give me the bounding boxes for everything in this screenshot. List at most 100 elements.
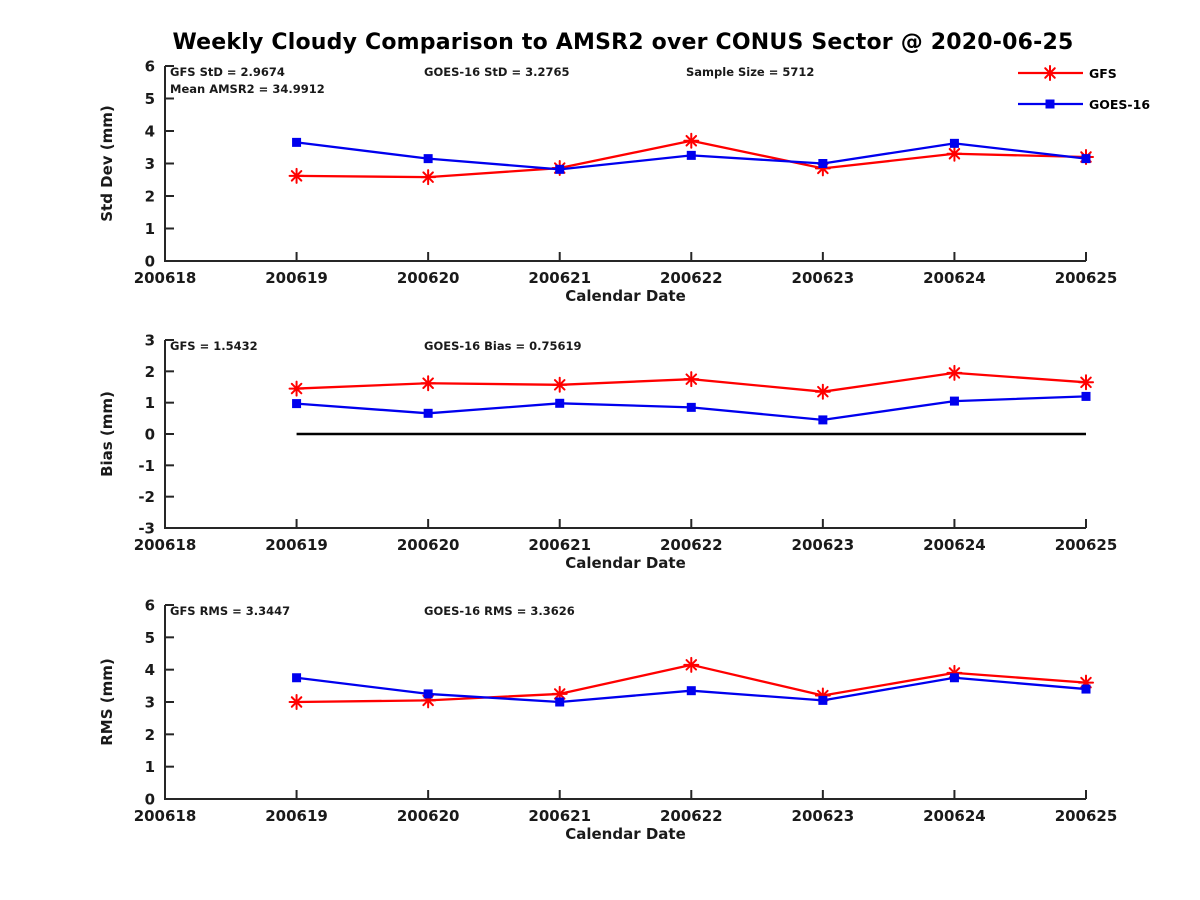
annotation-text: GFS RMS = 3.3447 bbox=[170, 604, 290, 618]
x-axis-label: Calendar Date bbox=[565, 554, 686, 572]
x-tick-label: 200619 bbox=[265, 807, 328, 825]
y-tick-label: 5 bbox=[145, 629, 155, 647]
x-tick-label: 200622 bbox=[660, 269, 723, 287]
x-tick-label: 200621 bbox=[528, 536, 591, 554]
asterisk-marker bbox=[946, 145, 963, 162]
x-tick-label: 200619 bbox=[265, 536, 328, 554]
x-tick-label: 200624 bbox=[923, 536, 986, 554]
x-tick-label: 200624 bbox=[923, 269, 986, 287]
y-tick-label: 3 bbox=[145, 332, 155, 350]
square-marker bbox=[423, 689, 433, 699]
legend-label-gfs: GFS bbox=[1089, 66, 1117, 81]
square-marker bbox=[292, 137, 302, 147]
x-tick-label: 200620 bbox=[397, 807, 460, 825]
x-tick-label: 200618 bbox=[134, 807, 197, 825]
square-marker bbox=[949, 396, 959, 406]
annotation-text: GFS = 1.5432 bbox=[170, 339, 258, 353]
square-marker bbox=[818, 695, 828, 705]
x-tick-label: 200622 bbox=[660, 536, 723, 554]
y-axis-label: Std Dev (mm) bbox=[98, 105, 116, 222]
x-axis-label: Calendar Date bbox=[565, 287, 686, 305]
y-tick-label: 0 bbox=[145, 791, 155, 809]
legend-label-goes16: GOES-16 bbox=[1089, 97, 1150, 112]
x-tick-label: 200621 bbox=[528, 269, 591, 287]
legend: GFS GOES-16 bbox=[1018, 65, 1150, 112]
subplot-rms: 0 1 2 3 4 5 6 200618 200619 200620 200621 200622 200… bbox=[98, 597, 1117, 844]
y-tick-label: 5 bbox=[145, 90, 155, 108]
asterisk-marker bbox=[683, 371, 700, 388]
annotation-text: GOES-16 StD = 3.2765 bbox=[424, 65, 569, 79]
x-tick-label: 200620 bbox=[397, 269, 460, 287]
subplot-bias: -3 -2 -1 0 1 2 3 200618 200619 200620 200621 200622… bbox=[98, 332, 1117, 573]
x-tick-label: 200619 bbox=[265, 269, 328, 287]
x-tick-label: 200622 bbox=[660, 807, 723, 825]
asterisk-marker bbox=[683, 132, 700, 149]
asterisk-marker bbox=[420, 375, 437, 392]
asterisk-marker bbox=[814, 383, 831, 400]
x-axis-label: Calendar Date bbox=[565, 825, 686, 843]
square-marker bbox=[1045, 99, 1055, 109]
square-marker bbox=[686, 402, 696, 412]
y-axis-label: RMS (mm) bbox=[98, 658, 116, 745]
y-tick-label: 0 bbox=[145, 253, 155, 271]
square-marker bbox=[686, 150, 696, 160]
y-tick-label: 3 bbox=[145, 694, 155, 712]
square-marker bbox=[555, 697, 565, 707]
y-tick-label: 1 bbox=[145, 220, 155, 238]
x-tick-label: 200618 bbox=[134, 269, 197, 287]
asterisk-marker bbox=[420, 169, 437, 186]
goes16-markers bbox=[292, 673, 1091, 707]
x-tick-label: 200618 bbox=[134, 536, 197, 554]
annotation-text: GOES-16 Bias = 0.75619 bbox=[424, 339, 581, 353]
asterisk-marker bbox=[683, 656, 700, 673]
square-marker bbox=[555, 398, 565, 408]
x-tick-label: 200620 bbox=[397, 536, 460, 554]
square-marker bbox=[949, 673, 959, 683]
x-tick-label: 200623 bbox=[792, 269, 855, 287]
x-tick-label: 200621 bbox=[528, 807, 591, 825]
square-marker bbox=[423, 154, 433, 164]
y-tick-label: 1 bbox=[145, 394, 155, 412]
y-axis-label: Bias (mm) bbox=[98, 391, 116, 477]
square-marker bbox=[423, 408, 433, 418]
annotation-text: GFS StD = 2.9674 bbox=[170, 65, 285, 79]
y-tick-label: -3 bbox=[138, 520, 155, 538]
y-tick-label: -2 bbox=[138, 488, 155, 506]
y-tick-label: 4 bbox=[145, 123, 155, 141]
square-marker bbox=[1081, 154, 1091, 164]
square-marker bbox=[818, 159, 828, 168]
square-marker bbox=[555, 164, 565, 174]
chart-title: Weekly Cloudy Comparison to AMSR2 over C… bbox=[172, 30, 1074, 55]
x-tick-label: 200623 bbox=[792, 536, 855, 554]
y-tick-label: 3 bbox=[145, 155, 155, 173]
goes16-markers bbox=[292, 137, 1091, 174]
square-marker bbox=[1081, 684, 1091, 694]
annotation-text: Mean AMSR2 = 34.9912 bbox=[170, 82, 325, 96]
asterisk-marker bbox=[288, 380, 305, 397]
x-tick-label: 200624 bbox=[923, 807, 986, 825]
y-tick-label: 2 bbox=[145, 188, 155, 206]
asterisk-marker bbox=[1078, 374, 1094, 391]
annotation-text: Sample Size = 5712 bbox=[686, 65, 814, 79]
y-tick-label: 0 bbox=[145, 426, 155, 444]
asterisk-marker bbox=[1042, 65, 1058, 81]
square-marker bbox=[292, 399, 302, 409]
annotation-text: GOES-16 RMS = 3.3626 bbox=[424, 604, 575, 618]
x-tick-label: 200623 bbox=[792, 807, 855, 825]
x-tick-label: 200625 bbox=[1055, 536, 1118, 554]
subplot-stddev: 0 1 2 3 4 5 6 200618 200619 200620 200621 200622 200… bbox=[98, 58, 1150, 306]
asterisk-marker bbox=[551, 376, 568, 393]
asterisk-marker bbox=[551, 685, 568, 702]
square-marker bbox=[1081, 391, 1091, 401]
gfs-markers bbox=[288, 364, 1094, 400]
square-marker bbox=[818, 415, 828, 425]
square-marker bbox=[292, 673, 302, 683]
square-marker bbox=[949, 138, 959, 148]
x-tick-label: 200625 bbox=[1055, 807, 1118, 825]
y-tick-label: 2 bbox=[145, 726, 155, 744]
asterisk-marker bbox=[288, 167, 305, 184]
y-tick-label: 4 bbox=[145, 661, 155, 679]
y-tick-label: 2 bbox=[145, 363, 155, 381]
